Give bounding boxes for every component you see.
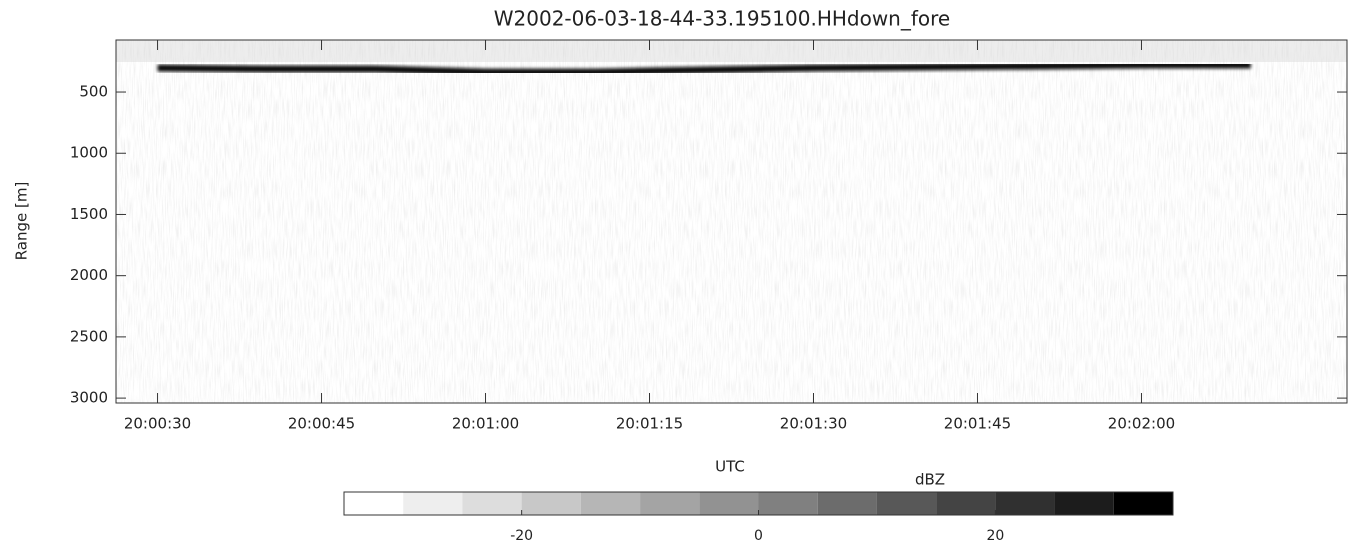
colorbar-tick-label: 20: [986, 528, 1004, 544]
colorbar-swatch: [758, 492, 818, 515]
colorbar-swatch: [344, 492, 404, 515]
colorbar-tick-label: 0: [754, 528, 763, 544]
chart-title: W2002-06-03-18-44-33.195100.HHdown_fore: [494, 7, 950, 31]
colorbar-swatch: [462, 492, 522, 515]
y-tick-label: 1500: [70, 205, 108, 223]
colorbar-swatch: [876, 492, 937, 515]
colorbar-swatch: [403, 492, 463, 515]
colorbar-swatch: [1054, 492, 1114, 515]
colorbar-tick-label: -20: [510, 528, 533, 544]
colorbar-label: dBZ: [915, 471, 945, 489]
x-tick-label: 20:01:15: [616, 415, 683, 433]
x-tick-label: 20:01:45: [944, 415, 1011, 433]
x-tick-label: 20:02:00: [1108, 415, 1175, 433]
colorbar-swatch: [1113, 492, 1173, 515]
y-axis-label: Range [m]: [13, 182, 31, 261]
colorbar-swatch: [699, 492, 759, 515]
x-tick-label: 20:00:30: [124, 415, 191, 433]
y-tick-label: 500: [79, 83, 108, 101]
near-field-echo: [116, 40, 1347, 62]
colorbar-swatch: [521, 492, 581, 515]
colorbar-swatch: [817, 492, 877, 515]
colorbar-swatch: [995, 492, 1055, 515]
plot-frame: [115, 39, 1348, 404]
noise-background: [116, 40, 1347, 403]
y-tick-label: 1000: [70, 144, 108, 162]
colorbar-swatch: [936, 492, 996, 515]
colorbar-swatch: [580, 492, 641, 515]
y-tick-label: 2500: [70, 327, 108, 345]
x-tick-label: 20:00:45: [288, 415, 355, 433]
y-tick-label: 2000: [70, 266, 108, 284]
y-tick-label: 3000: [70, 389, 108, 407]
surface-echo: [157, 61, 1251, 76]
x-axis-label: UTC: [715, 458, 745, 476]
colorbar-swatch: [640, 492, 700, 515]
x-tick-label: 20:01:30: [780, 415, 847, 433]
x-tick-label: 20:01:00: [452, 415, 519, 433]
